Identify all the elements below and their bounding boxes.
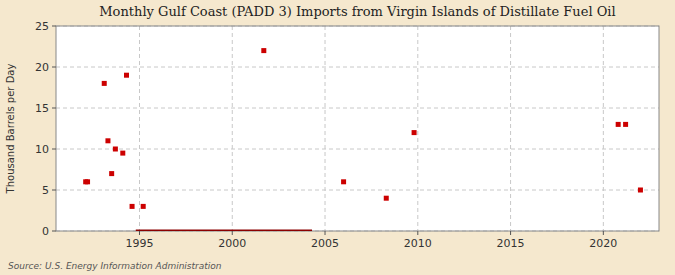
- x-tick-label: 2015: [497, 237, 525, 250]
- x-grid-line: [417, 26, 418, 231]
- point: [109, 171, 114, 176]
- y-tick: [52, 231, 56, 232]
- data: [83, 48, 643, 231]
- background: [0, 0, 675, 275]
- x-tick: [417, 231, 418, 235]
- point: [120, 151, 125, 156]
- x-tick: [510, 231, 511, 235]
- x-grid-line: [325, 26, 326, 231]
- y-tick-label: 20: [35, 61, 49, 74]
- x-tick: [603, 231, 604, 235]
- x-tick-label: 2000: [218, 237, 246, 250]
- grid: [56, 26, 659, 231]
- point: [341, 179, 346, 184]
- y-tick: [52, 190, 56, 191]
- y-tick-label: 15: [35, 102, 49, 115]
- point: [412, 130, 417, 135]
- chart: 1995 2000 2005 2010 2015 2020 0 5 10 15 20 25 Monthl…: [0, 0, 675, 275]
- y-tick-label: 0: [42, 225, 49, 238]
- point: [141, 204, 146, 209]
- x-tick: [139, 231, 140, 235]
- point: [124, 73, 129, 78]
- y-grid-line: [56, 190, 659, 191]
- point: [623, 122, 628, 127]
- x-grid-line: [232, 26, 233, 231]
- point: [85, 179, 90, 184]
- point: [102, 81, 107, 86]
- point: [616, 122, 621, 127]
- point: [130, 204, 135, 209]
- x-grid-line: [139, 26, 140, 231]
- point: [384, 196, 389, 201]
- x-tick: [232, 231, 233, 235]
- y-axis-label: Thousand Barrels per Day: [5, 64, 16, 195]
- x-grid-line: [603, 26, 604, 231]
- y-tick-label: 10: [35, 143, 49, 156]
- y-tick: [52, 67, 56, 68]
- x-tick-label: 2005: [311, 237, 339, 250]
- plot-frame: [56, 26, 659, 231]
- y-tick: [52, 108, 56, 109]
- point: [113, 147, 118, 152]
- y-grid-line: [56, 149, 659, 150]
- axes: 1995 2000 2005 2010 2015 2020 0 5 10 15 20 25: [35, 20, 617, 250]
- x-tick-label: 1995: [125, 237, 153, 250]
- y-tick: [52, 149, 56, 150]
- source-note: Source: U.S. Energy Information Administ…: [8, 261, 222, 271]
- y-tick: [52, 26, 56, 27]
- point: [105, 138, 110, 143]
- x-tick: [325, 231, 326, 235]
- y-grid-line: [56, 67, 659, 68]
- line: [136, 230, 312, 232]
- y-tick-label: 5: [42, 184, 49, 197]
- y-tick-label: 25: [35, 20, 49, 33]
- x-tick-label: 2010: [404, 237, 432, 250]
- x-grid-line: [510, 26, 511, 231]
- title: Monthly Gulf Coast (PADD 3) Imports from…: [99, 4, 615, 19]
- plot-area: [56, 26, 659, 231]
- y-grid-line: [56, 108, 659, 109]
- x-tick-label: 2020: [589, 237, 617, 250]
- point: [261, 48, 266, 53]
- point: [638, 188, 643, 193]
